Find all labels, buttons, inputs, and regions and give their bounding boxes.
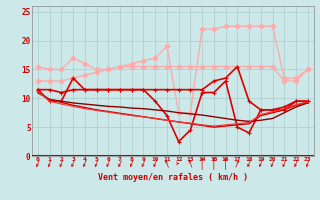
X-axis label: Vent moyen/en rafales ( km/h ): Vent moyen/en rafales ( km/h ) xyxy=(98,174,248,182)
